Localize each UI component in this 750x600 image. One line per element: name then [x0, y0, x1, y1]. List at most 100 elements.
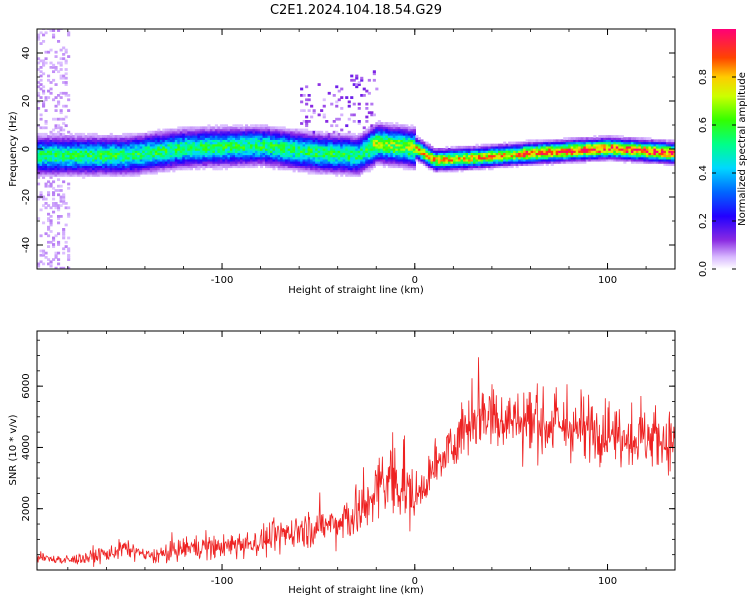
- heatmap-cell: [255, 130, 259, 134]
- heatmap-cell: [345, 152, 349, 156]
- heatmap-cell: [139, 161, 143, 164]
- heatmap-cell: [147, 167, 151, 171]
- heatmap-cell: [52, 128, 56, 132]
- heatmap-cell: [485, 165, 489, 169]
- heatmap-cell: [325, 150, 329, 153]
- heatmap-cell: [162, 158, 166, 162]
- heatmap-cell: [224, 139, 229, 143]
- heatmap-cell: [222, 143, 226, 147]
- heatmap-cell: [357, 122, 361, 125]
- heatmap-cell: [533, 150, 537, 153]
- heatmap-cell: [199, 130, 204, 134]
- heatmap-cell: [432, 154, 437, 158]
- heatmap-cell: [182, 161, 186, 164]
- heatmap-cell: [445, 165, 449, 169]
- heatmap-cell: [222, 135, 226, 138]
- heatmap-cell: [59, 184, 63, 188]
- heatmap-cell: [460, 152, 464, 156]
- heatmap-cell: [169, 139, 173, 143]
- heatmap-cell: [360, 163, 364, 166]
- heatmap-cell: [523, 150, 527, 153]
- heatmap-cell: [480, 156, 484, 160]
- heatmap-cell: [377, 161, 381, 164]
- heatmap-cell: [355, 85, 359, 89]
- heatmap-cell: [69, 137, 73, 140]
- heatmap-cell: [59, 128, 63, 132]
- heatmap-cell: [152, 148, 156, 151]
- heatmap-cell: [618, 150, 622, 153]
- heatmap-cell: [458, 154, 462, 158]
- heatmap-cell: [302, 158, 306, 162]
- heatmap-cell: [613, 152, 617, 156]
- heatmap-cell: [638, 137, 642, 140]
- heatmap-cell: [653, 150, 657, 153]
- spectrogram-xlabel: Height of straight line (km): [288, 285, 424, 296]
- heatmap-cell: [142, 171, 146, 175]
- heatmap-cell: [553, 152, 557, 156]
- heatmap-cell: [655, 145, 660, 149]
- heatmap-cell: [392, 145, 396, 149]
- heatmap-cell: [305, 124, 309, 128]
- heatmap-cell: [453, 150, 457, 153]
- heatmap-cell: [623, 137, 627, 140]
- heatmap-cell: [89, 161, 93, 164]
- heatmap-cell: [412, 163, 417, 166]
- heatmap-cell: [212, 148, 216, 151]
- heatmap-cell: [107, 141, 111, 145]
- heatmap-cell: [159, 169, 163, 173]
- heatmap-cell: [114, 163, 118, 166]
- heatmap-cell: [618, 156, 622, 160]
- heatmap-cell: [350, 143, 354, 147]
- heatmap-cell: [172, 167, 176, 171]
- heatmap-cell: [79, 145, 83, 149]
- heatmap-cell: [179, 148, 183, 151]
- heatmap-cell: [42, 171, 46, 175]
- heatmap-cell: [287, 161, 291, 164]
- heatmap-cell: [400, 148, 404, 151]
- heatmap-cell: [595, 137, 599, 140]
- heatmap-cell: [650, 161, 655, 164]
- heatmap-cell: [340, 96, 344, 99]
- heatmap-cell: [219, 163, 224, 166]
- heatmap-cell: [440, 148, 444, 151]
- heatmap-cell: [665, 156, 670, 160]
- heatmap-cell: [330, 102, 334, 106]
- heatmap-cell: [402, 141, 406, 145]
- heatmap-cell: [257, 154, 261, 158]
- heatmap-cell: [87, 171, 91, 175]
- heatmap-cell: [159, 148, 163, 151]
- heatmap-cell: [370, 139, 374, 143]
- heatmap-cell: [440, 169, 444, 173]
- heatmap-cell: [540, 158, 544, 162]
- heatmap-cell: [149, 167, 153, 171]
- heatmap-cell: [172, 161, 176, 164]
- heatmap-cell: [214, 143, 219, 147]
- heatmap-cell: [630, 161, 635, 164]
- heatmap-cell: [673, 161, 675, 164]
- heatmap-cell: [97, 154, 101, 158]
- heatmap-cell: [578, 161, 582, 164]
- heatmap-cell: [588, 145, 592, 149]
- heatmap-cell: [460, 161, 464, 164]
- heatmap-cell: [325, 130, 329, 134]
- heatmap-cell: [39, 117, 43, 121]
- heatmap-cell: [252, 163, 256, 166]
- heatmap-cell: [69, 141, 73, 145]
- heatmap-cell: [219, 130, 224, 134]
- heatmap-cell: [357, 120, 361, 123]
- heatmap-cell: [420, 148, 424, 151]
- heatmap-cell: [174, 165, 178, 169]
- heatmap-cell: [47, 89, 51, 93]
- heatmap-cell: [332, 165, 336, 169]
- heatmap-cell: [197, 137, 201, 140]
- heatmap-cell: [585, 156, 589, 160]
- heatmap-cell: [99, 156, 103, 160]
- heatmap-cell: [420, 152, 424, 156]
- heatmap-cell: [327, 148, 331, 151]
- heatmap-cell: [117, 139, 121, 143]
- heatmap-cell: [485, 145, 489, 149]
- heatmap-cell: [214, 167, 219, 171]
- heatmap-cell: [300, 165, 304, 169]
- heatmap-cell: [199, 156, 204, 160]
- heatmap-cell: [42, 169, 46, 173]
